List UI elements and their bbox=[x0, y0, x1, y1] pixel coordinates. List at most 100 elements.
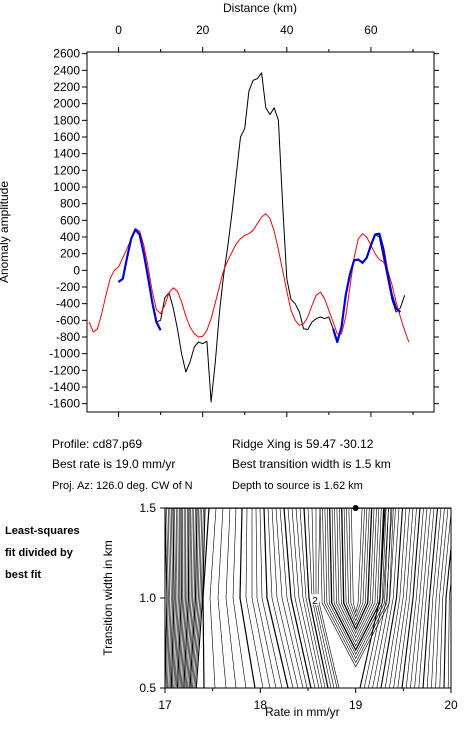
contour-line bbox=[178, 508, 184, 688]
contour-line bbox=[348, 508, 365, 618]
bottom-x-tick-label: 17 bbox=[158, 698, 172, 712]
top-y-ticks: 2600240022002000180016001400120010008006… bbox=[49, 47, 439, 411]
bottom-x-tick-label: 18 bbox=[254, 698, 268, 712]
bottom-y-tick-label: 1.0 bbox=[139, 591, 156, 605]
contour-line bbox=[225, 508, 237, 688]
contour-line bbox=[443, 542, 451, 688]
contour-line bbox=[194, 508, 204, 688]
contour-line bbox=[255, 508, 277, 688]
series-line-3 bbox=[332, 232, 402, 344]
side-note-line-2: fit divided by bbox=[5, 547, 74, 559]
contour-line bbox=[452, 508, 462, 688]
contour-line bbox=[251, 508, 271, 688]
contour-line bbox=[397, 508, 417, 688]
top-plot-frame bbox=[86, 51, 435, 413]
top-y-tick-label: -1600 bbox=[49, 397, 80, 411]
contour-line bbox=[283, 508, 312, 688]
contour-line bbox=[331, 508, 382, 647]
contour-line bbox=[456, 508, 466, 688]
bottom-x-tick-label: 20 bbox=[444, 698, 458, 712]
top-y-tick-label: 1800 bbox=[53, 113, 80, 127]
contour-line bbox=[334, 508, 380, 643]
contour-line bbox=[271, 508, 299, 688]
side-note-line-3: best fit bbox=[5, 569, 41, 581]
contour-line bbox=[414, 508, 431, 688]
contour-line bbox=[299, 508, 326, 688]
info-best-rate: Best rate is 19.0 mm/yr bbox=[52, 457, 175, 471]
top-x-tick-label: 20 bbox=[196, 23, 210, 37]
info-depth: Depth to source is 1.62 km bbox=[232, 480, 363, 492]
contour-line bbox=[319, 508, 394, 668]
contour-line bbox=[189, 508, 198, 688]
series-line-2 bbox=[117, 228, 162, 331]
contour-line bbox=[287, 508, 316, 688]
contour-line bbox=[245, 508, 264, 688]
contour-line bbox=[263, 508, 289, 688]
bottom-x-tick-label: 19 bbox=[349, 698, 363, 712]
top-x-tick-label: 60 bbox=[364, 23, 378, 37]
contour-line bbox=[186, 508, 193, 688]
bottom-plot-frame bbox=[164, 507, 452, 689]
bottom-y-tick-label: 0.5 bbox=[139, 681, 156, 695]
top-y-tick-label: -600 bbox=[56, 313, 80, 327]
contour-line bbox=[410, 508, 428, 688]
contour-line bbox=[343, 508, 370, 626]
contour-line bbox=[447, 578, 451, 688]
contour-line bbox=[168, 508, 172, 688]
contour-label: 2 bbox=[312, 596, 318, 607]
contour-line bbox=[317, 508, 340, 688]
contour-line bbox=[267, 508, 294, 688]
info-profile: Profile: cd87.p69 bbox=[52, 437, 142, 451]
top-y-tick-label: 1200 bbox=[53, 163, 80, 177]
top-y-tick-label: 2000 bbox=[53, 97, 80, 111]
top-x-ticks: 0 20 40 60 bbox=[115, 23, 414, 417]
contour-line bbox=[183, 508, 190, 688]
contour-line bbox=[173, 508, 178, 688]
best-fit-marker bbox=[352, 505, 359, 511]
contour-line bbox=[439, 510, 451, 688]
contour-line bbox=[336, 508, 377, 639]
contour-line bbox=[418, 508, 435, 688]
side-note-line-1: Least-squares bbox=[5, 525, 80, 537]
contour-line bbox=[184, 508, 191, 688]
contour-line bbox=[431, 508, 445, 688]
contour-line bbox=[295, 508, 323, 688]
contour-line bbox=[324, 508, 389, 660]
contour-line bbox=[339, 508, 375, 634]
contour-line bbox=[380, 508, 404, 688]
contour-line bbox=[389, 508, 410, 688]
top-y-tick-label: -800 bbox=[56, 330, 80, 344]
bottom-x-axis-title: Rate in mm/yr bbox=[265, 705, 340, 719]
contour-line bbox=[181, 508, 187, 688]
top-y-tick-label: -200 bbox=[56, 280, 80, 294]
contour-line bbox=[359, 508, 386, 688]
contour-line bbox=[351, 508, 363, 614]
contour-line bbox=[179, 508, 185, 688]
series-line-0 bbox=[118, 72, 406, 403]
top-x-axis-title: Distance (km) bbox=[223, 1, 297, 15]
contour-line bbox=[188, 508, 196, 688]
contour-line bbox=[174, 508, 179, 688]
contour-label-bg bbox=[311, 594, 319, 605]
contour-line bbox=[435, 508, 449, 688]
contour-line bbox=[166, 508, 169, 688]
contour-line bbox=[169, 508, 174, 688]
top-y-tick-label: 800 bbox=[60, 197, 80, 211]
contour-line bbox=[341, 508, 373, 631]
contour-lines bbox=[165, 508, 466, 688]
top-x-tick-label: 0 bbox=[115, 23, 122, 37]
top-y-tick-label: 400 bbox=[60, 230, 80, 244]
top-y-tick-label: -1200 bbox=[49, 363, 80, 377]
contour-line bbox=[393, 508, 414, 688]
contour-line bbox=[170, 508, 175, 688]
bottom-y-axis-title: Transition width in km bbox=[101, 540, 115, 656]
contour-line bbox=[165, 508, 168, 688]
bottom-y-tick-label: 1.5 bbox=[139, 501, 156, 515]
contour-line bbox=[405, 508, 424, 688]
contour-line bbox=[401, 508, 421, 688]
info-best-transition: Best transition width is 1.5 km bbox=[232, 457, 391, 471]
side-note: Least-squares fit divided by best fit bbox=[5, 525, 80, 581]
contour-line bbox=[303, 508, 329, 688]
top-y-tick-label: -1000 bbox=[49, 347, 80, 361]
